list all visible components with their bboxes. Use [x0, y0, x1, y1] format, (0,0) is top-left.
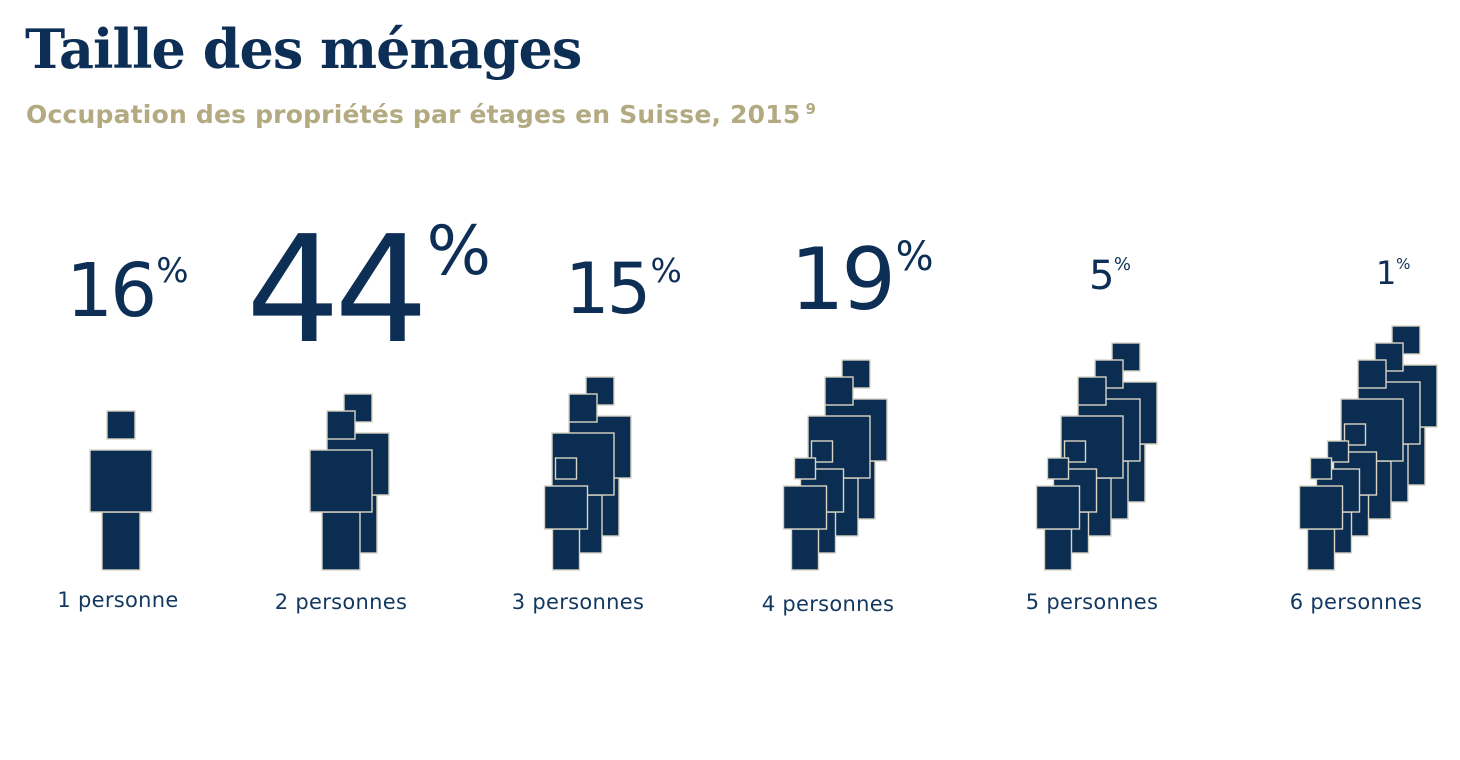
figure-head [1077, 376, 1107, 406]
figure-head [554, 457, 578, 480]
child-figure-icon [1035, 457, 1081, 571]
figure-head [568, 393, 598, 423]
value-number: 44 [246, 204, 428, 376]
child-figure-icon [1298, 457, 1344, 571]
pictogram-group-1 [89, 410, 153, 571]
figure-head [1343, 423, 1367, 446]
category-label-4-personnes: 4 personnes [761, 592, 895, 616]
value-label-1-personne: 16% [66, 254, 189, 328]
pictogram-group-4 [782, 359, 888, 571]
footnote-marker: 9 [805, 100, 817, 118]
figure-head [1309, 457, 1333, 480]
value-label-5-personnes: 5% [1089, 253, 1131, 299]
category-label-5-personnes: 5 personnes [1025, 590, 1159, 614]
figure-head [1046, 457, 1070, 480]
figure-legs [1306, 528, 1336, 571]
value-label-3-personnes: 15% [565, 254, 682, 324]
figure-legs [1043, 528, 1073, 571]
page-subtitle: Occupation des propriétés par étages en … [26, 91, 816, 133]
figure-body [782, 485, 828, 530]
subtitle-text: Occupation des propriétés par étages en … [26, 100, 801, 129]
figure-head [810, 440, 834, 463]
adult-figure-icon [89, 410, 153, 571]
percent-sign: % [895, 234, 934, 280]
category-label-3-personnes: 3 personnes [511, 590, 645, 614]
value-number: 16 [66, 248, 157, 334]
value-label-2-personnes: 44% [246, 216, 491, 364]
percent-sign: % [650, 251, 682, 290]
category-label-1-personne: 1 personne [57, 588, 179, 612]
category-label-2-personnes: 2 personnes [274, 590, 408, 614]
child-figure-icon [782, 457, 828, 571]
pictogram-group-6 [1298, 325, 1438, 571]
percent-sign: % [1396, 255, 1411, 273]
figure-body [1298, 485, 1344, 530]
value-label-6-personnes: 1% [1376, 254, 1411, 292]
figure-head [1326, 440, 1350, 463]
figure-body [309, 449, 373, 513]
figure-head [106, 410, 136, 440]
value-label-4-personnes: 19% [790, 237, 934, 323]
value-number: 5 [1089, 253, 1114, 299]
page-title: Taille des ménages [25, 17, 582, 81]
pictogram-group-5 [1035, 342, 1158, 571]
percent-sign: % [156, 251, 189, 291]
figure-head [824, 376, 854, 406]
adult-figure-icon [309, 410, 373, 571]
pictogram-group-3 [543, 376, 632, 571]
child-figure-icon [543, 457, 589, 571]
figure-legs [790, 528, 820, 571]
percent-sign: % [426, 212, 492, 291]
value-number: 1 [1376, 254, 1396, 292]
figure-body [543, 485, 589, 530]
figure-body [1035, 485, 1081, 530]
figure-head [326, 410, 356, 440]
value-number: 15 [565, 248, 651, 330]
figure-legs [551, 528, 581, 571]
figure-head [1063, 440, 1087, 463]
category-label-6-personnes: 6 personnes [1289, 590, 1423, 614]
value-number: 19 [790, 230, 896, 330]
pictogram-group-2 [309, 393, 390, 571]
figure-legs [101, 511, 141, 571]
figure-body [89, 449, 153, 513]
figure-head [1357, 359, 1387, 389]
percent-sign: % [1113, 254, 1131, 275]
figure-head [793, 457, 817, 480]
figure-legs [321, 511, 361, 571]
